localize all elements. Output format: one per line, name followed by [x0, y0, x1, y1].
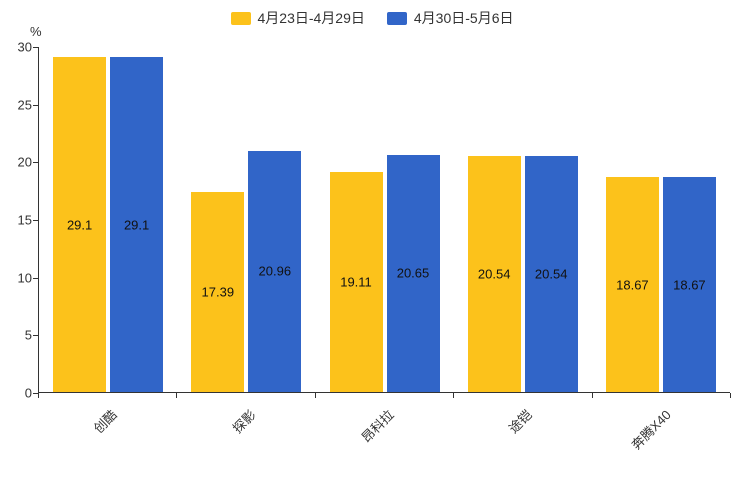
bar-group-昂科拉: 19.11 20.65 [315, 47, 453, 392]
x-axis-label-探影: 探影 [229, 407, 259, 437]
bar-昂科拉-series2[interactable]: 20.65 [386, 154, 440, 392]
x-tick-mark [38, 393, 39, 398]
plot-area: 29.1 29.1 17.39 20.96 19.11 20.65 20.54 20.54 18… [38, 47, 730, 393]
chart-legend: 4月23日-4月29日 4月30日-5月6日 [0, 8, 744, 28]
bar-奔腾X40-series1[interactable]: 18.67 [605, 177, 659, 392]
bar-创酷-series1[interactable]: 29.1 [53, 57, 107, 392]
bar-value-label: 29.1 [66, 217, 93, 233]
bar-昂科拉-series1[interactable]: 19.11 [329, 172, 383, 392]
y-tick-label: 30 [17, 39, 32, 55]
bar-group-探影: 17.39 20.96 [177, 47, 315, 392]
y-axis-unit: % [30, 24, 42, 39]
bar-value-label: 20.65 [396, 265, 430, 281]
y-tick-label: 20 [17, 154, 32, 170]
x-tick-mark [730, 393, 731, 398]
bar-value-label: 17.39 [201, 284, 235, 300]
bar-途铠-series1[interactable]: 20.54 [467, 155, 521, 392]
bar-value-label: 20.54 [477, 266, 511, 282]
legend-label-week1: 4月23日-4月29日 [257, 10, 365, 26]
legend-swatch-week1-icon [230, 11, 251, 25]
x-axis-label-奔腾X40: 奔腾X40 [628, 407, 674, 453]
x-tick-mark [591, 393, 593, 398]
y-tick-mark [33, 162, 38, 164]
y-tick-mark [33, 277, 38, 279]
x-axis: 创酷 探影 昂科拉 途铠 奔腾X40 [38, 393, 731, 493]
bar-group-创酷: 29.1 29.1 [39, 47, 177, 392]
bar-value-label: 19.11 [340, 274, 372, 290]
legend-label-week2: 4月30日-5月6日 [413, 10, 514, 26]
y-tick-label: 25 [17, 97, 32, 113]
y-tick-mark [33, 393, 38, 394]
bar-group-奔腾X40: 18.67 18.67 [592, 47, 730, 392]
x-axis-label-途铠: 途铠 [506, 407, 536, 437]
legend-item-week2[interactable]: 4月30日-5月6日 [386, 8, 514, 28]
bar-创酷-series2[interactable]: 29.1 [110, 57, 164, 392]
y-tick-label: 0 [24, 385, 32, 401]
bar-奔腾X40-series2[interactable]: 18.67 [662, 177, 716, 392]
x-axis-label-创酷: 创酷 [90, 407, 120, 437]
bar-value-label: 20.96 [258, 263, 292, 279]
y-tick-mark [33, 47, 38, 48]
bar-value-label: 20.54 [534, 266, 568, 282]
y-tick-mark [33, 104, 38, 106]
bar-value-label: 18.67 [616, 277, 649, 293]
x-tick-mark [453, 393, 455, 398]
legend-item-week1[interactable]: 4月23日-4月29日 [230, 8, 365, 28]
bar-探影-series1[interactable]: 17.39 [191, 192, 245, 392]
y-axis: 0 5 10 15 20 25 30 [0, 41, 32, 400]
y-tick-label: 10 [17, 270, 32, 286]
y-tick-mark [33, 220, 38, 221]
bar-value-label: 29.1 [123, 217, 150, 233]
y-tick-mark [33, 335, 38, 337]
bar-途铠-series2[interactable]: 20.54 [524, 155, 578, 392]
bar-探影-series2[interactable]: 20.96 [248, 150, 302, 392]
legend-swatch-week2-icon [386, 11, 407, 25]
y-tick-label: 15 [17, 212, 32, 228]
x-tick-mark [176, 393, 178, 398]
x-tick-mark [314, 393, 316, 398]
x-axis-label-昂科拉: 昂科拉 [358, 407, 397, 446]
bar-group-途铠: 20.54 20.54 [454, 47, 592, 392]
y-tick-label: 5 [24, 327, 32, 343]
bar-value-label: 18.67 [673, 277, 706, 293]
